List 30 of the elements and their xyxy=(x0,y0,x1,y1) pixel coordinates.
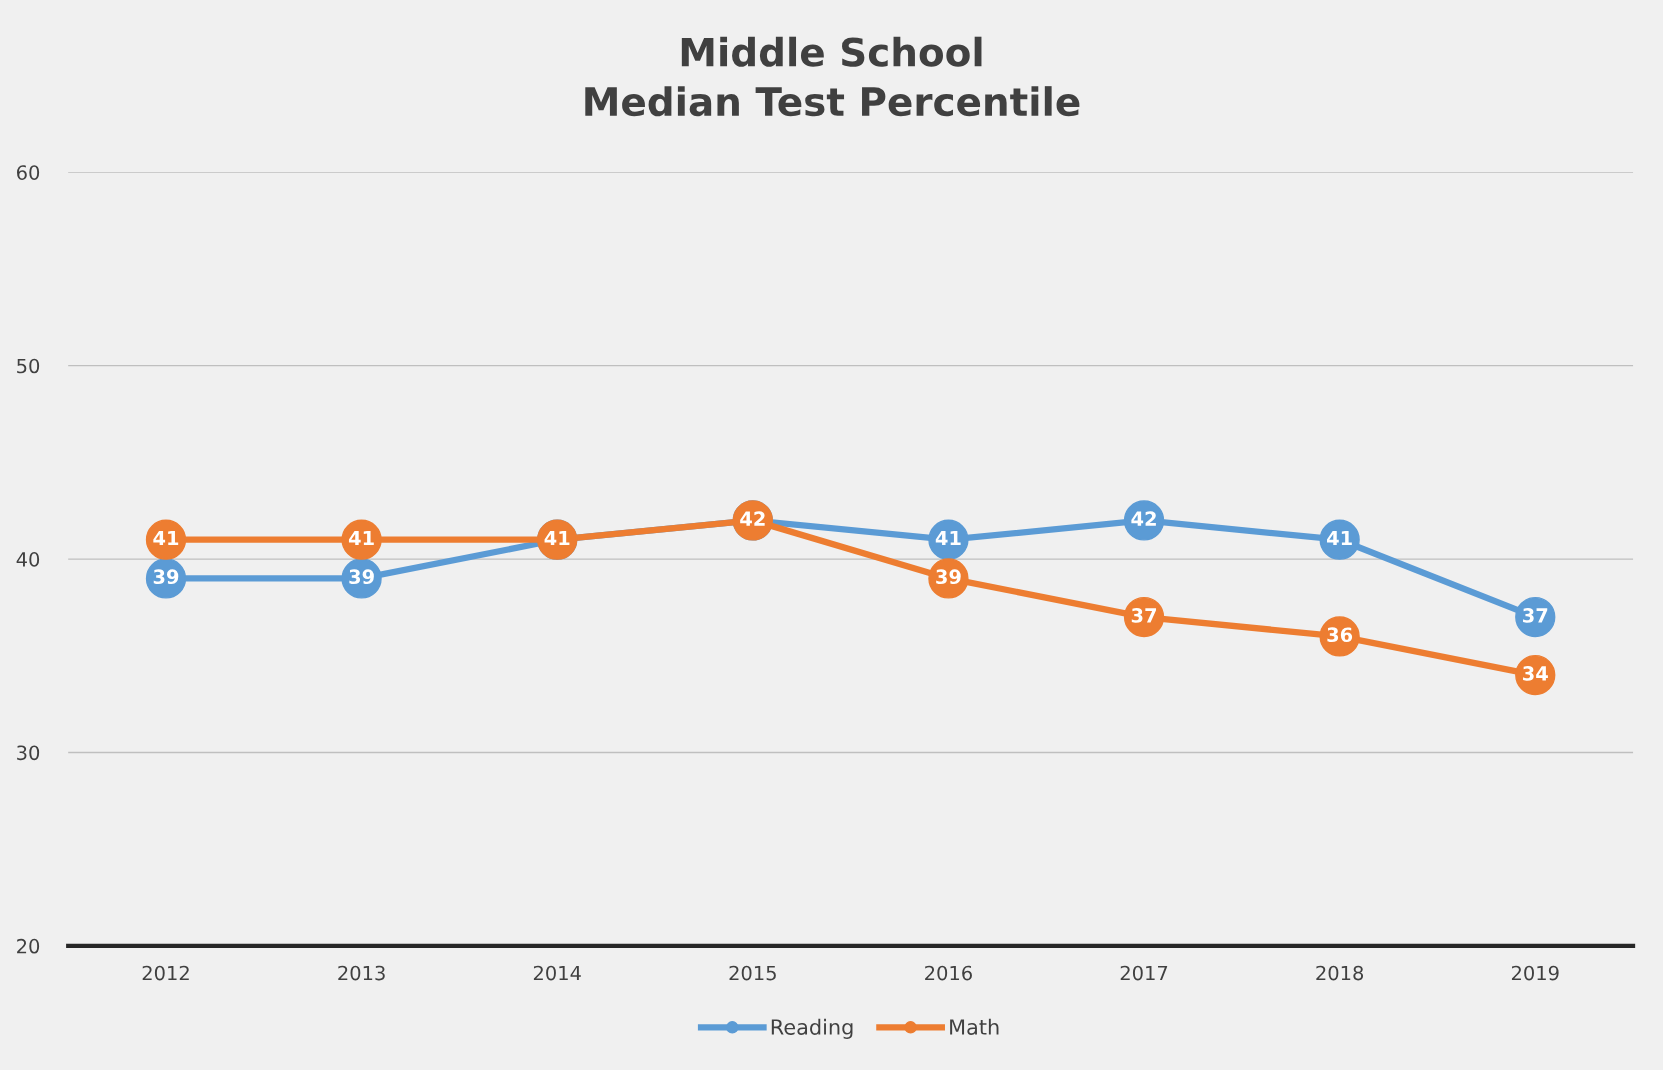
data-label: 42 xyxy=(1131,511,1156,526)
data-label: 34 xyxy=(1523,666,1548,681)
y-tick-label: 30 xyxy=(17,745,40,761)
data-label: 41 xyxy=(1327,530,1352,546)
x-tick-label: 2016 xyxy=(925,965,972,981)
data-label: 36 xyxy=(1327,627,1353,643)
chart-title: Middle School Median Test Percentile xyxy=(585,36,1080,117)
data-label: 41 xyxy=(153,530,179,546)
data-label: 39 xyxy=(349,569,374,585)
data-label: 39 xyxy=(153,569,179,585)
data-label: 41 xyxy=(544,530,570,546)
data-label: 42 xyxy=(740,511,765,526)
data-label: 37 xyxy=(1523,608,1548,623)
data-label: 37 xyxy=(1131,608,1157,623)
legend-label: Math xyxy=(950,1018,999,1035)
x-tick-label: 2017 xyxy=(1120,965,1168,981)
x-tick-label: 2018 xyxy=(1316,965,1364,981)
x-tick-label: 2015 xyxy=(729,965,776,981)
data-label: 41 xyxy=(935,530,961,546)
legend-label: Reading xyxy=(771,1018,853,1039)
x-tick-label: 2019 xyxy=(1511,965,1559,981)
y-tick-label: 40 xyxy=(16,552,40,567)
y-tick-label: 20 xyxy=(17,938,40,954)
y-tick-label: 50 xyxy=(17,358,40,374)
x-tick-label: 2014 xyxy=(533,965,581,981)
y-tick-label: 60 xyxy=(17,165,40,180)
x-tick-label: 2013 xyxy=(338,965,385,981)
x-tick-label: 2012 xyxy=(142,965,189,981)
data-label: 41 xyxy=(348,530,374,546)
data-label: 39 xyxy=(936,569,961,585)
